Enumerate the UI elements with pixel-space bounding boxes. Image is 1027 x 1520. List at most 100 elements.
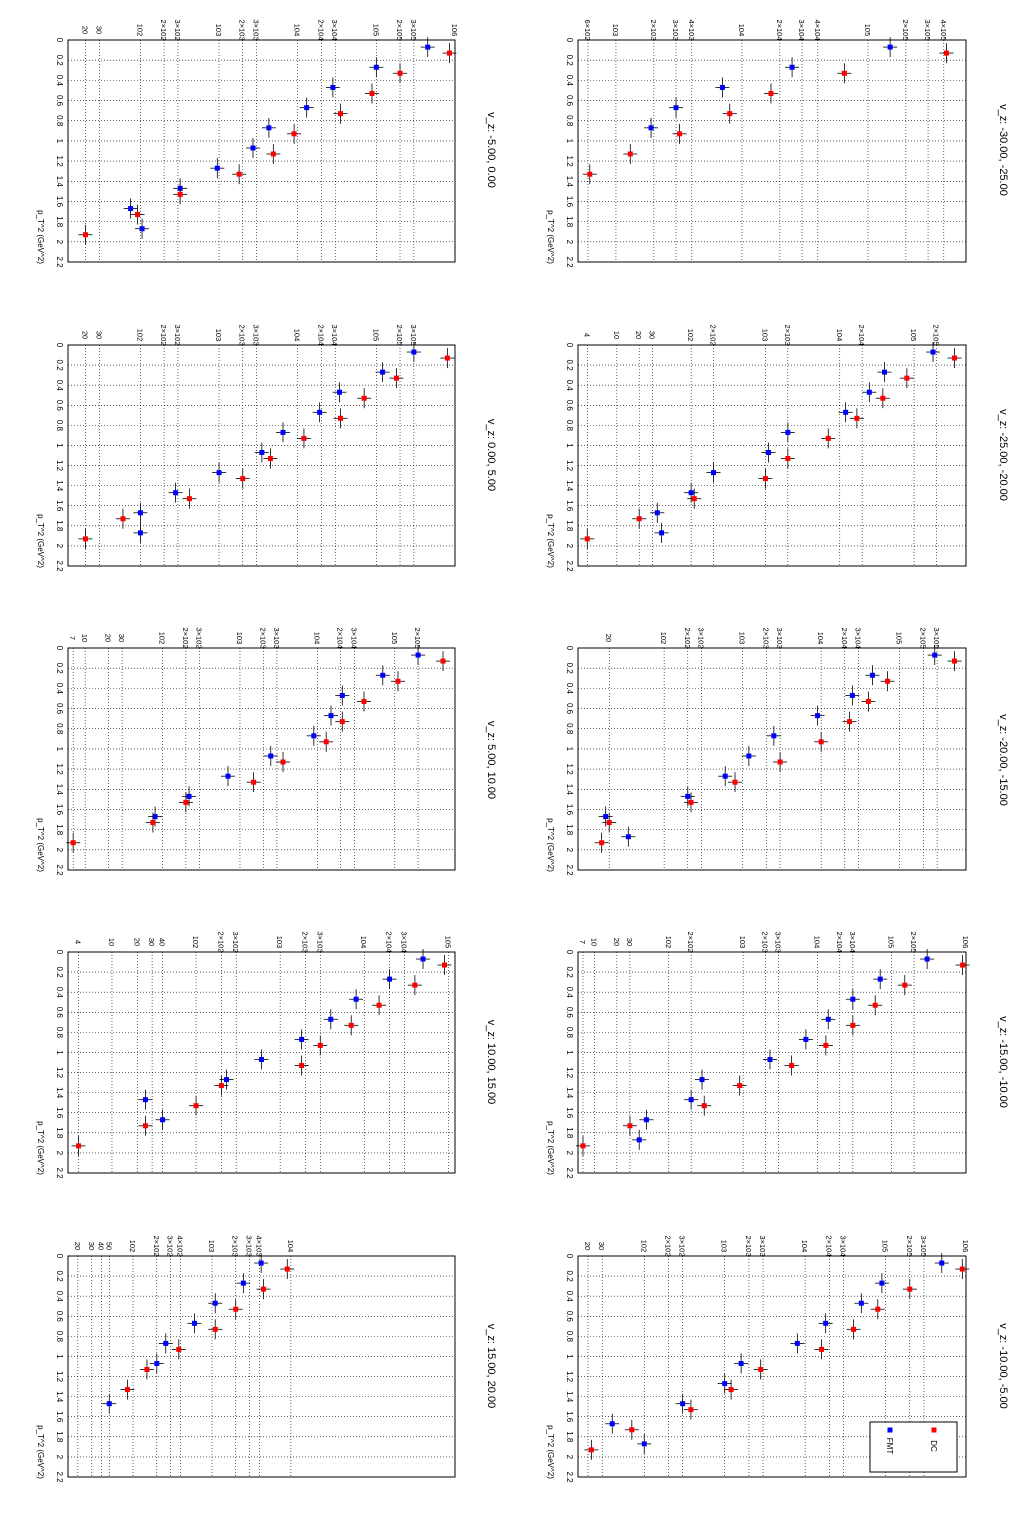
data-point-dc xyxy=(183,799,189,805)
data-point-dc xyxy=(369,90,375,96)
x-axis-title: p_T^2 (GeV^2) xyxy=(36,210,45,264)
y-tick-label: 2×102 xyxy=(709,324,718,345)
data-point-fmt xyxy=(128,206,134,212)
y-tick-label: 105 xyxy=(863,24,872,37)
y-tick-label: 10 xyxy=(612,331,621,339)
x-tick-label: 1.4 xyxy=(55,784,64,796)
x-tick-label: 0.2 xyxy=(565,55,574,67)
data-point-fmt xyxy=(815,713,821,719)
data-point-fmt xyxy=(259,450,265,455)
panel-title: v_z: -5.00, 0.00 xyxy=(485,112,497,188)
data-point-fmt xyxy=(643,1117,649,1123)
y-tick-label: 106 xyxy=(961,936,970,949)
data-point-fmt xyxy=(304,105,310,111)
x-tick-label: 1.8 xyxy=(55,1431,64,1443)
x-tick-label: 1 xyxy=(55,139,64,144)
x-tick-label: 1.4 xyxy=(565,784,574,796)
x-tick-label: 0.4 xyxy=(565,1291,574,1303)
y-tick-label: 30 xyxy=(647,331,656,339)
y-tick-label: 2×102 xyxy=(159,19,168,40)
data-point-dc xyxy=(301,435,307,441)
x-tick-label: 0.2 xyxy=(565,663,574,675)
data-point-fmt xyxy=(924,956,930,962)
x-tick-label: 1.4 xyxy=(565,1087,574,1099)
x-tick-label: 0 xyxy=(565,950,574,955)
y-tick-label: 103 xyxy=(611,24,620,37)
data-point-fmt xyxy=(719,84,725,90)
x-tick-label: 1.6 xyxy=(565,500,574,512)
data-point-fmt xyxy=(932,652,938,658)
data-point-fmt xyxy=(311,733,317,739)
data-point-dc xyxy=(959,1266,965,1272)
x-tick-label: 0.6 xyxy=(565,400,574,412)
y-tick-label: 104 xyxy=(293,24,302,37)
x-tick-label: 0.2 xyxy=(565,1271,574,1283)
y-tick-label: 20 xyxy=(634,331,643,339)
data-point-dc xyxy=(732,779,738,785)
data-point-dc xyxy=(865,698,871,704)
data-point-fmt xyxy=(186,793,192,799)
data-point-dc xyxy=(337,111,343,117)
legend-marker xyxy=(887,1427,893,1433)
data-point-dc xyxy=(317,1042,323,1048)
x-tick-label: 1.6 xyxy=(55,196,64,208)
data-point-dc xyxy=(218,1083,224,1089)
data-point-dc xyxy=(186,496,192,502)
chart-panel-4: 0 0.2 0.4 0.6 0.8 1 1.2 1.4 1.6 1.8 2 2.2 20 102 2×102… xyxy=(546,627,1009,876)
plot-frame xyxy=(577,951,967,1174)
data-point-fmt xyxy=(212,1300,218,1306)
x-tick-label: 0 xyxy=(55,646,64,651)
data-point-dc xyxy=(785,456,791,461)
y-tick-label: 105 xyxy=(371,24,380,37)
data-point-dc xyxy=(688,1407,694,1413)
y-tick-label: 2×103 xyxy=(238,324,247,345)
y-tick-label: 7 xyxy=(68,636,77,640)
x-tick-label: 2.2 xyxy=(565,1471,574,1483)
data-point-dc xyxy=(884,678,890,684)
data-point-fmt xyxy=(688,1097,694,1103)
data-point-dc xyxy=(82,536,88,542)
x-axis-title: p_T^2 (GeV^2) xyxy=(546,1121,555,1175)
legend-box xyxy=(869,1421,958,1473)
data-point-fmt xyxy=(339,692,345,698)
y-tick-label: 103 xyxy=(738,632,747,645)
y-tick-label: 4 xyxy=(74,940,83,944)
y-tick-label: 3×102 xyxy=(678,1235,687,1256)
data-point-fmt xyxy=(225,773,231,779)
data-point-fmt xyxy=(688,490,694,496)
x-tick-label: 0 xyxy=(565,646,574,651)
x-tick-label: 1 xyxy=(565,1050,574,1055)
y-tick-label: 2×104 xyxy=(775,19,784,40)
plot-frame xyxy=(577,39,967,263)
x-tick-label: 1 xyxy=(565,139,574,144)
data-point-fmt xyxy=(139,226,145,232)
y-tick-label: 102 xyxy=(135,329,144,342)
x-tick-label: 1.2 xyxy=(55,1067,64,1079)
chart-panel-2: 0 0.2 0.4 0.6 0.8 1 1.2 1.4 1.6 1.8 2 2.2 4 10 20 30 102… xyxy=(546,324,1009,572)
y-tick-label: 105 xyxy=(371,329,380,342)
y-tick-label: 102 xyxy=(686,329,695,342)
y-tick-label: 104 xyxy=(737,24,746,37)
x-tick-label: 0 xyxy=(565,343,574,348)
y-tick-label: 2×104 xyxy=(316,19,325,40)
data-point-dc xyxy=(212,1326,218,1332)
data-point-fmt xyxy=(258,1260,264,1266)
y-tick-label: 10 xyxy=(80,634,89,642)
data-point-dc xyxy=(599,840,605,846)
y-tick-label: 102 xyxy=(659,632,668,645)
x-tick-label: 0.2 xyxy=(55,1271,64,1283)
y-tick-label: 102 xyxy=(158,632,167,645)
data-point-fmt xyxy=(173,490,179,496)
y-tick-label: 2×103 xyxy=(258,627,267,648)
y-tick-label: 20 xyxy=(73,1242,82,1250)
data-point-fmt xyxy=(659,530,665,536)
y-tick-label: 2×103 xyxy=(238,19,247,40)
y-tick-label: 106 xyxy=(961,1240,970,1253)
y-tick-label: 30 xyxy=(147,938,156,946)
x-axis-title: p_T^2 (GeV^2) xyxy=(36,1121,45,1175)
y-tick-label: 3×104 xyxy=(330,324,339,345)
x-tick-label: 1.6 xyxy=(55,804,64,816)
y-tick-label: 2×103 xyxy=(231,1235,240,1256)
y-tick-label: 2×105 xyxy=(395,324,404,345)
